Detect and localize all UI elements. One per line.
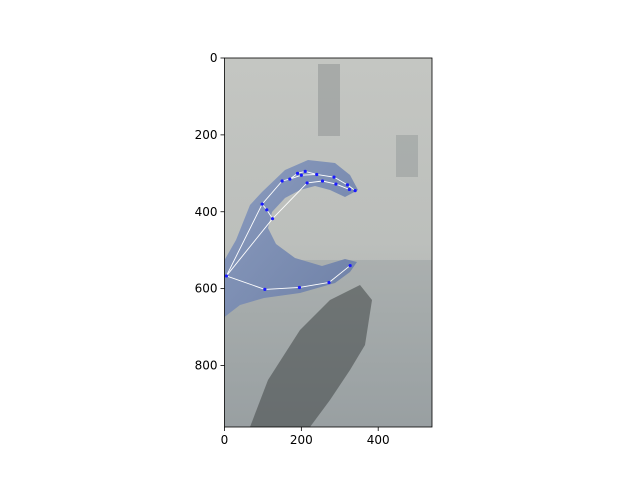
x-tick-label: 200 xyxy=(290,433,313,447)
skeleton-connection xyxy=(226,218,273,277)
landmark-point xyxy=(263,287,267,291)
landmark-point xyxy=(353,189,357,193)
landmark-point xyxy=(270,217,275,221)
skeleton-connection xyxy=(305,170,317,175)
landmark-point xyxy=(303,169,307,173)
y-tick-label: 600 xyxy=(195,282,218,296)
y-axis: 0 200 400 600 800 xyxy=(195,51,225,373)
landmark-point xyxy=(347,187,351,192)
skeleton-connection xyxy=(322,180,337,185)
y-tick-label: 0 xyxy=(210,51,218,65)
landmark-point xyxy=(224,274,229,278)
skeleton-connection xyxy=(316,174,335,178)
skeleton-connection xyxy=(261,180,283,205)
x-tick-label: 400 xyxy=(367,433,390,447)
landmark-point xyxy=(299,173,303,177)
skeleton-connection xyxy=(272,182,308,219)
skeleton-connection xyxy=(328,265,351,283)
skeleton-connection xyxy=(301,174,317,176)
landmark-point xyxy=(265,208,269,212)
landmark-point xyxy=(280,179,284,183)
y-tick-label: 200 xyxy=(195,128,218,142)
landmark-point xyxy=(345,183,350,187)
skeleton-connection xyxy=(333,176,348,186)
skeleton-connection xyxy=(226,203,263,277)
landmark-point xyxy=(305,181,309,185)
landmark-point xyxy=(260,202,264,206)
skeleton-connection xyxy=(347,184,356,191)
skeleton-connection xyxy=(335,183,350,190)
skeleton-connection xyxy=(266,209,273,219)
landmark-point xyxy=(320,179,325,183)
y-tick-label: 400 xyxy=(195,205,218,219)
landmark-point xyxy=(297,285,302,290)
skeleton-connection xyxy=(299,282,330,288)
skeleton-connection xyxy=(289,172,298,180)
landmark-point xyxy=(334,182,338,186)
landmark-point xyxy=(288,177,292,181)
hand-photograph xyxy=(224,58,432,427)
skeleton-connection xyxy=(226,275,265,290)
skeleton-connection xyxy=(307,180,323,184)
landmark-point xyxy=(295,171,300,175)
x-axis: 0 200 400 xyxy=(221,427,390,447)
landmark-point xyxy=(348,263,352,268)
landmark-point xyxy=(315,172,319,177)
skeleton-connection xyxy=(289,174,302,180)
landmark-point xyxy=(332,175,336,179)
y-tick-label: 800 xyxy=(195,359,218,373)
landmark-point xyxy=(327,280,331,285)
hand-landmark-skeleton xyxy=(224,169,357,291)
skeleton-connection xyxy=(264,287,300,290)
x-tick-label: 0 xyxy=(221,433,229,447)
axes-frame xyxy=(224,57,433,428)
